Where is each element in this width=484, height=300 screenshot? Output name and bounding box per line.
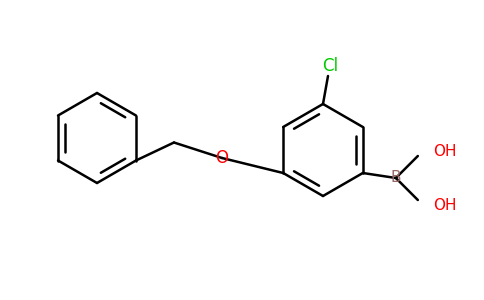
Text: Cl: Cl xyxy=(322,57,338,75)
Text: O: O xyxy=(215,149,228,167)
Text: B: B xyxy=(391,170,401,185)
Text: OH: OH xyxy=(433,143,456,158)
Text: OH: OH xyxy=(433,197,456,212)
